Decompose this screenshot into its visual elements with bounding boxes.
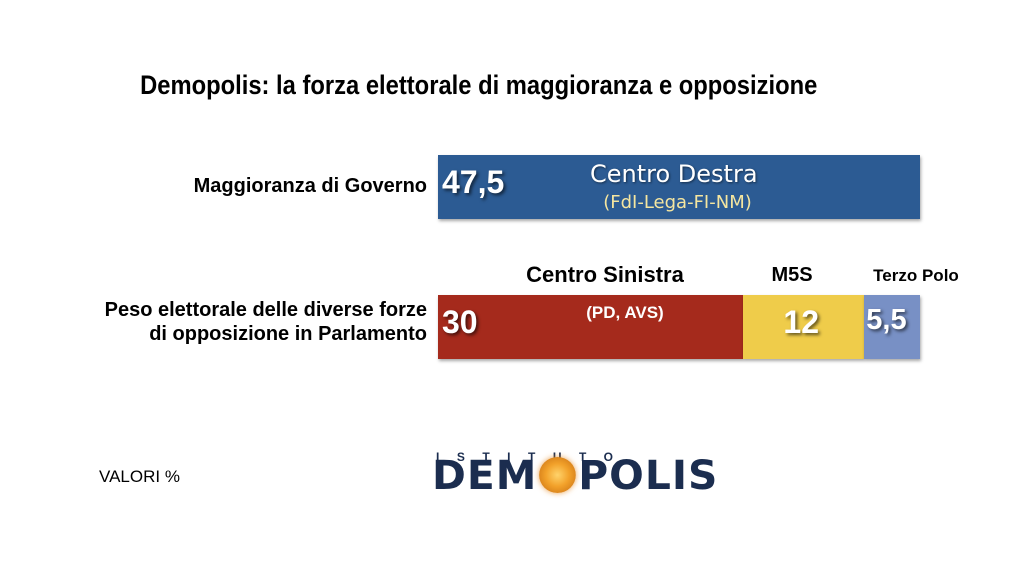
bar-centro-destra [438,155,921,219]
values-unit-note: VALORI % [99,467,180,486]
logo-o-sun-icon [539,457,577,493]
value-label-terzo-polo: 5,5 [866,304,907,336]
demopolis-logo: DEM POLIS [432,453,718,499]
segment-detail-centro-sinistra: (PD, AVS) [586,303,664,322]
segment-head-terzo-polo: Terzo Polo [873,266,959,285]
row-label-opposizione: Peso elettorale delle diverse forze di o… [105,298,427,346]
bar-terzo-polo [864,295,921,359]
segment-detail-centro-destra: (FdI-Lega-FI-NM) [603,192,752,213]
segment-name-centro-destra: Centro Destra [590,160,758,188]
row-label-maggioranza: Maggioranza di Governo [194,174,427,198]
row-label-maggioranza-text: Maggioranza di Governo [193,175,427,197]
chart-title: Demopolis: la forza elettorale di maggio… [140,70,818,100]
segment-head-centro-sinistra: Centro Sinistra [526,262,684,287]
row-label-opposizione-line2: di opposizione in Parlamento [149,323,427,345]
logo-text-dem: DEM [432,453,538,499]
logo-text-polis: POLIS [578,453,719,499]
bar-m5s [742,295,865,359]
segment-head-m5s: M5S [771,264,813,286]
value-label-m5s: 12 [783,304,819,340]
bar-centro-sinistra [438,295,743,359]
value-label-centro-sinistra: 30 [442,304,478,340]
value-label-centro-destra: 47,5 [442,164,505,200]
row-label-opposizione-line1: Peso elettorale delle diverse forze [104,299,427,321]
